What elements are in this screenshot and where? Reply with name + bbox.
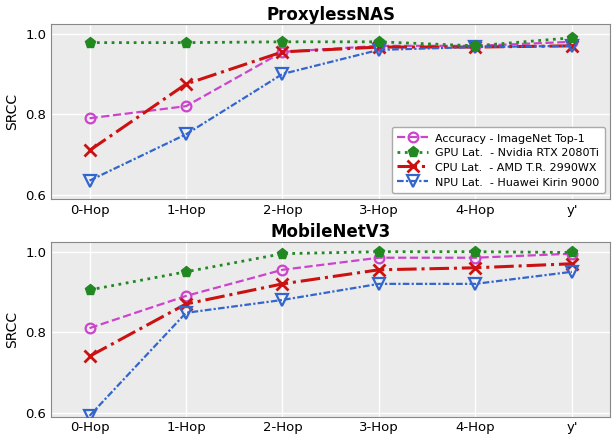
Accuracy - ImageNet Top-1 [279,49,286,55]
Accuracy - ImageNet Top-1 [472,43,479,48]
GPU Lat.  - Nvidia RTX 2080Ti [472,43,479,48]
NPU Lat.  - Huawei Kirin 9000 [182,310,190,315]
CPU Lat.  - AMD T.R. 2990WX [86,148,93,153]
Legend: Accuracy - ImageNet Top-1, GPU Lat.  - Nvidia RTX 2080Ti, CPU Lat.  - AMD T.R. 2: Accuracy - ImageNet Top-1, GPU Lat. - Nv… [392,127,605,193]
NPU Lat.  - Huawei Kirin 9000 [86,178,93,183]
Y-axis label: SRCC: SRCC [6,311,20,348]
CPU Lat.  - AMD T.R. 2990WX [86,354,93,359]
GPU Lat.  - Nvidia RTX 2080Ti [182,269,190,275]
CPU Lat.  - AMD T.R. 2990WX [279,281,286,286]
NPU Lat.  - Huawei Kirin 9000 [279,71,286,77]
Line: NPU Lat.  - Huawei Kirin 9000: NPU Lat. - Huawei Kirin 9000 [84,40,577,186]
NPU Lat.  - Huawei Kirin 9000 [472,281,479,286]
NPU Lat.  - Huawei Kirin 9000 [568,269,575,275]
Line: Accuracy - ImageNet Top-1: Accuracy - ImageNet Top-1 [84,37,577,123]
CPU Lat.  - AMD T.R. 2990WX [472,44,479,50]
Accuracy - ImageNet Top-1 [182,103,190,109]
GPU Lat.  - Nvidia RTX 2080Ti [568,250,575,255]
GPU Lat.  - Nvidia RTX 2080Ti [375,39,383,44]
NPU Lat.  - Huawei Kirin 9000 [86,413,93,418]
Line: CPU Lat.  - AMD T.R. 2990WX: CPU Lat. - AMD T.R. 2990WX [84,258,577,362]
Title: ProxylessNAS: ProxylessNAS [266,6,395,24]
CPU Lat.  - AMD T.R. 2990WX [279,49,286,55]
Accuracy - ImageNet Top-1 [86,116,93,121]
NPU Lat.  - Huawei Kirin 9000 [375,281,383,286]
Accuracy - ImageNet Top-1 [86,326,93,331]
Title: MobileNetV3: MobileNetV3 [270,224,391,242]
NPU Lat.  - Huawei Kirin 9000 [279,297,286,303]
CPU Lat.  - AMD T.R. 2990WX [182,301,190,307]
Accuracy - ImageNet Top-1 [568,251,575,257]
Y-axis label: SRCC: SRCC [6,93,20,130]
GPU Lat.  - Nvidia RTX 2080Ti [86,40,93,45]
Line: NPU Lat.  - Huawei Kirin 9000: NPU Lat. - Huawei Kirin 9000 [84,266,577,422]
GPU Lat.  - Nvidia RTX 2080Ti [86,287,93,293]
CPU Lat.  - AMD T.R. 2990WX [375,44,383,50]
Accuracy - ImageNet Top-1 [472,255,479,260]
GPU Lat.  - Nvidia RTX 2080Ti [375,249,383,254]
Line: CPU Lat.  - AMD T.R. 2990WX: CPU Lat. - AMD T.R. 2990WX [84,40,577,156]
GPU Lat.  - Nvidia RTX 2080Ti [182,40,190,45]
GPU Lat.  - Nvidia RTX 2080Ti [279,251,286,257]
NPU Lat.  - Huawei Kirin 9000 [568,43,575,48]
Line: Accuracy - ImageNet Top-1: Accuracy - ImageNet Top-1 [84,249,577,333]
GPU Lat.  - Nvidia RTX 2080Ti [279,39,286,44]
Line: GPU Lat.  - Nvidia RTX 2080Ti: GPU Lat. - Nvidia RTX 2080Ti [84,246,577,295]
CPU Lat.  - AMD T.R. 2990WX [375,267,383,272]
Accuracy - ImageNet Top-1 [182,293,190,299]
CPU Lat.  - AMD T.R. 2990WX [182,81,190,87]
Accuracy - ImageNet Top-1 [568,39,575,44]
CPU Lat.  - AMD T.R. 2990WX [472,265,479,271]
Accuracy - ImageNet Top-1 [375,255,383,260]
GPU Lat.  - Nvidia RTX 2080Ti [472,249,479,254]
CPU Lat.  - AMD T.R. 2990WX [568,261,575,266]
GPU Lat.  - Nvidia RTX 2080Ti [568,35,575,40]
Accuracy - ImageNet Top-1 [279,267,286,272]
Accuracy - ImageNet Top-1 [375,43,383,48]
NPU Lat.  - Huawei Kirin 9000 [375,47,383,52]
Line: GPU Lat.  - Nvidia RTX 2080Ti: GPU Lat. - Nvidia RTX 2080Ti [84,32,577,51]
CPU Lat.  - AMD T.R. 2990WX [568,43,575,48]
NPU Lat.  - Huawei Kirin 9000 [472,44,479,50]
NPU Lat.  - Huawei Kirin 9000 [182,132,190,137]
